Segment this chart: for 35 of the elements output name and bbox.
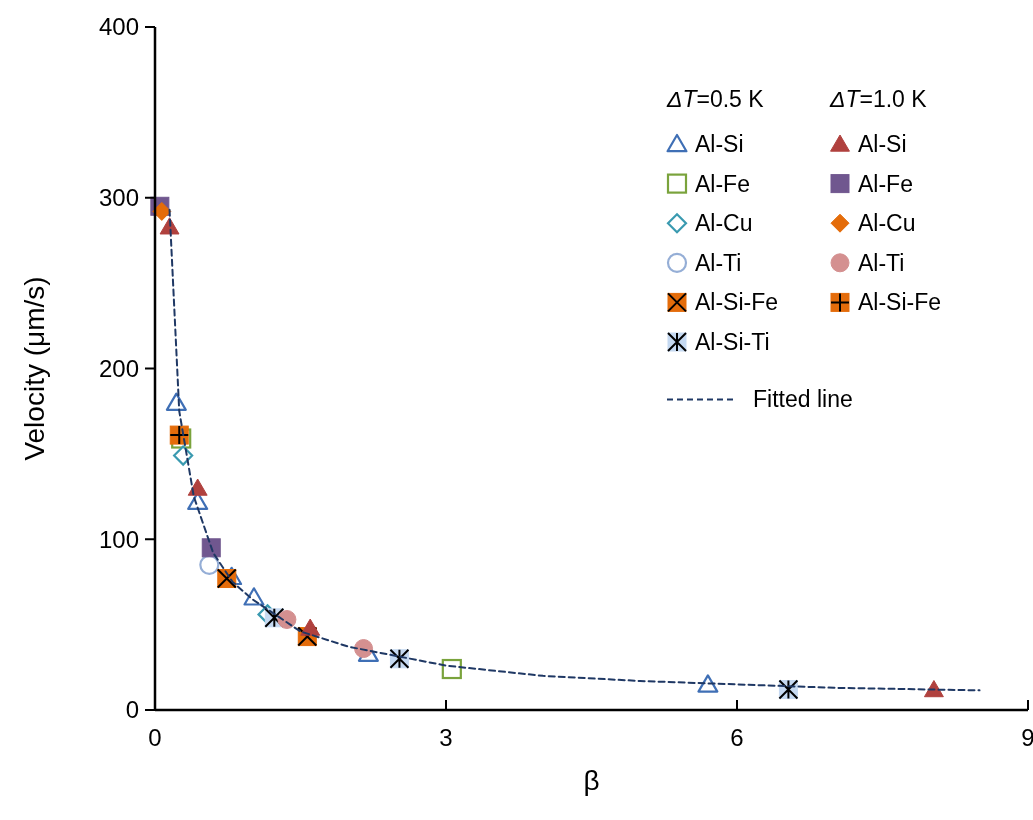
legend-label: Al-Si-Fe bbox=[858, 289, 942, 316]
x-tick-label: 0 bbox=[148, 724, 162, 751]
y-tick-label: 300 bbox=[98, 184, 139, 212]
y-axis-title: Velocity (μm/s) bbox=[19, 276, 50, 461]
legend-label: Al-Ti bbox=[858, 249, 905, 276]
point bbox=[201, 538, 221, 558]
legend-label: Al-Si bbox=[695, 131, 744, 157]
point bbox=[300, 618, 321, 636]
y-tick-label: 0 bbox=[125, 696, 139, 724]
point bbox=[199, 554, 220, 575]
legend-label: Al-Si-Ti bbox=[695, 329, 770, 355]
legend-label: Al-Fe bbox=[695, 170, 750, 197]
legend-label: Al-Ti bbox=[695, 249, 742, 276]
legend-label: Al-Cu bbox=[858, 210, 916, 237]
legend-label: Al-Si bbox=[858, 131, 907, 157]
x-axis-title: β bbox=[583, 765, 600, 796]
point bbox=[923, 680, 944, 698]
point bbox=[697, 674, 719, 693]
point bbox=[165, 392, 187, 411]
annotation: ΔT=0.5 K bbox=[666, 86, 765, 112]
x-tick-label: 9 bbox=[1021, 724, 1033, 751]
legend-label: Fitted line bbox=[753, 386, 853, 413]
y-tick-label: 200 bbox=[98, 354, 139, 382]
point bbox=[441, 658, 462, 680]
y-tick-label: 100 bbox=[98, 525, 139, 553]
annotation: ΔT=1.0 K bbox=[829, 86, 928, 112]
point bbox=[173, 445, 194, 466]
point bbox=[187, 478, 208, 496]
x-tick-label: 6 bbox=[730, 724, 744, 751]
x-tick-label: 3 bbox=[439, 724, 453, 751]
point bbox=[152, 201, 172, 221]
legend-label: Al-Cu bbox=[695, 210, 753, 237]
y-tick-label: 400 bbox=[98, 13, 139, 41]
legend-label: Al-Fe bbox=[858, 170, 913, 197]
legend-label: Al-Si-Fe bbox=[695, 289, 779, 316]
